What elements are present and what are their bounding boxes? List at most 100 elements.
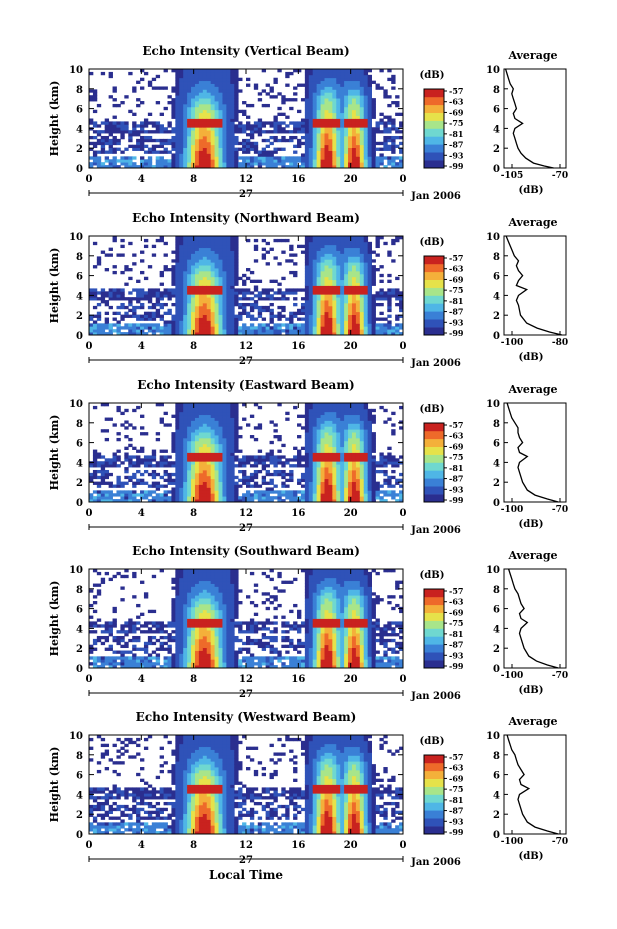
- heatmap-cell: [273, 127, 278, 131]
- heatmap-cell: [293, 458, 298, 462]
- heatmap-cell: [297, 244, 302, 249]
- heatmap-cell: [387, 147, 392, 151]
- heatmap-cell: [218, 101, 223, 105]
- heatmap-cell: [206, 256, 212, 260]
- heatmap-cell: [320, 475, 325, 480]
- heatmap-cell: [210, 253, 215, 257]
- heatmap-cell: [387, 273, 392, 278]
- heatmap-cell: [336, 133, 341, 137]
- heatmap-cell: [128, 499, 133, 503]
- heatmap-cell: [171, 147, 176, 151]
- heatmap-cell: [261, 103, 267, 108]
- heatmap-cell: [191, 241, 196, 246]
- heatmap-cell: [308, 138, 314, 143]
- heatmap-cell: [230, 461, 235, 465]
- heatmap-cell: [96, 323, 102, 327]
- heatmap-cell: [187, 253, 192, 257]
- heatmap-cell: [238, 458, 243, 462]
- heatmap-cell: [328, 133, 333, 137]
- heatmap-cell: [269, 124, 274, 128]
- heatmap-cell: [316, 435, 321, 439]
- heatmap-cell: [226, 461, 231, 465]
- heatmap-cell: [226, 69, 231, 73]
- heatmap-cell: [147, 291, 153, 295]
- heatmap-cell: [179, 150, 184, 154]
- heatmap-cell: [210, 262, 215, 266]
- heatmap-cell: [179, 77, 184, 82]
- heatmap-cell: [89, 118, 94, 122]
- heatmap-cell: [191, 467, 196, 471]
- heatmap-cell: [187, 469, 192, 474]
- heatmap-cell: [351, 320, 357, 324]
- heatmap-cell: [198, 95, 204, 99]
- heatmap-cell: [265, 481, 270, 485]
- heatmap-cell: [226, 250, 231, 254]
- heatmap-cell: [183, 115, 188, 119]
- heatmap-cell: [202, 115, 208, 119]
- heatmap-cell: [265, 332, 270, 336]
- heatmap-cell: [183, 276, 188, 281]
- heatmap-cell: [100, 323, 106, 327]
- heatmap-cell: [340, 159, 345, 163]
- heatmap-cell: [198, 127, 204, 131]
- heatmap-cell: [340, 323, 345, 327]
- heatmap-cell: [183, 461, 188, 465]
- heatmap-cell: [210, 458, 215, 462]
- heatmap-cell: [124, 156, 129, 160]
- heatmap-cell: [108, 124, 113, 128]
- heatmap-cell: [155, 403, 161, 407]
- heatmap-cell: [198, 115, 204, 119]
- heatmap-cell: [249, 135, 255, 140]
- heatmap-cell: [92, 323, 98, 327]
- heatmap-cell: [202, 80, 208, 84]
- heatmap-cell: [218, 467, 223, 471]
- heatmap-cell: [234, 288, 239, 292]
- heatmap-cell: [312, 74, 318, 79]
- heatmap-cell: [269, 440, 274, 445]
- heatmap-cell: [265, 291, 270, 295]
- heatmap-cell: [336, 285, 341, 289]
- heatmap-cell: [167, 461, 172, 465]
- heatmap-cell: [194, 449, 200, 453]
- heatmap-cell: [187, 256, 192, 260]
- heatmap-cell: [187, 496, 192, 500]
- heatmap-cell: [261, 297, 267, 301]
- heatmap-cell: [183, 270, 188, 275]
- heatmap-cell: [316, 103, 321, 108]
- heatmap-cell: [222, 317, 227, 321]
- heatmap-cell: [300, 446, 306, 450]
- heatmap-cell: [308, 83, 314, 87]
- heatmap-cell: [230, 305, 235, 310]
- heatmap-cell: [324, 426, 329, 430]
- heatmap-cell: [163, 499, 168, 503]
- heatmap-cell: [320, 262, 325, 266]
- heatmap-cell: [222, 467, 227, 471]
- heatmap-cell: [175, 153, 180, 157]
- heatmap-cell: [371, 294, 376, 298]
- heatmap-cell: [359, 147, 365, 151]
- heatmap-cell: [320, 121, 325, 125]
- heatmap-cell: [191, 247, 196, 251]
- heatmap-cell: [100, 297, 106, 301]
- heatmap-cell: [300, 326, 306, 330]
- heatmap-cell: [163, 326, 168, 330]
- heatmap-cell: [210, 446, 215, 450]
- heatmap-cell: [210, 408, 215, 413]
- heatmap-cell: [222, 150, 227, 154]
- heatmap-cell: [210, 98, 215, 102]
- heatmap-cell: [116, 408, 121, 413]
- heatmap-cell: [124, 265, 129, 269]
- heatmap-cell: [399, 305, 404, 310]
- colorbar-swatch: [424, 303, 444, 312]
- heatmap-cell: [320, 127, 325, 131]
- heatmap-cell: [285, 326, 290, 330]
- heatmap-cell: [222, 326, 227, 330]
- heatmap-cell: [222, 455, 227, 459]
- heatmap-cell: [116, 288, 121, 292]
- heatmap-cell: [308, 320, 314, 324]
- heatmap-cell: [124, 159, 129, 163]
- heatmap-cell: [171, 481, 176, 485]
- heatmap-cell: [179, 86, 184, 90]
- heatmap-cell: [202, 314, 208, 318]
- heatmap-cell: [312, 77, 318, 82]
